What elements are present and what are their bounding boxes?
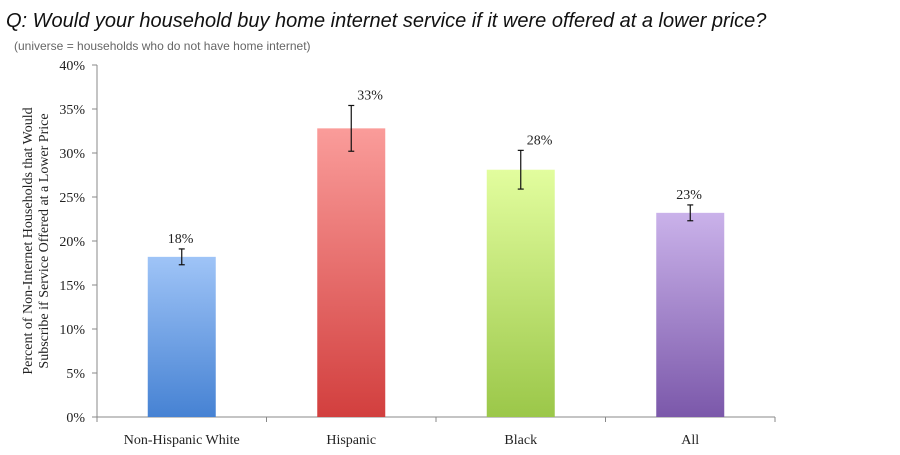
x-tick-label: All: [681, 433, 699, 448]
data-label: 28%: [527, 133, 553, 148]
y-tick-label: 25%: [59, 191, 85, 206]
chart-title: Q: Would your household buy home interne…: [6, 10, 767, 32]
y-tick-label: 30%: [59, 147, 85, 162]
y-tick-label: 35%: [59, 103, 85, 118]
y-axis-label: Subscribe if Service Offered at a Lower …: [37, 113, 52, 368]
data-label: 23%: [676, 188, 702, 203]
bar: [656, 212, 725, 417]
y-tick-label: 40%: [59, 59, 85, 74]
bar: [147, 256, 216, 417]
x-tick-label: Hispanic: [326, 433, 376, 448]
bar: [317, 128, 386, 418]
chart-subtitle: (universe = households who do not have h…: [14, 39, 311, 53]
x-tick-label: Non-Hispanic White: [124, 433, 240, 448]
y-tick-label: 15%: [59, 279, 85, 294]
y-tick-label: 20%: [59, 235, 85, 250]
bar: [486, 169, 555, 417]
x-tick-label: Black: [504, 433, 537, 448]
y-tick-label: 5%: [66, 367, 85, 382]
y-axis-label: Percent of Non-Internet Households that …: [21, 107, 36, 374]
data-label: 18%: [168, 232, 194, 247]
y-tick-label: 10%: [59, 323, 85, 338]
data-label: 33%: [357, 88, 383, 103]
y-tick-label: 0%: [66, 411, 85, 426]
